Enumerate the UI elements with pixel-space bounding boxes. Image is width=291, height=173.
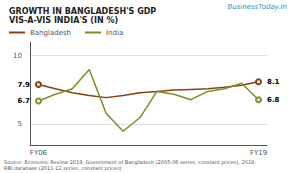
svg-text:FY19: FY19 xyxy=(250,149,267,157)
svg-text:6.8: 6.8 xyxy=(267,96,280,104)
svg-text:FY06: FY06 xyxy=(30,149,48,157)
svg-text:GROWTH IN BANGLADESH'S GDP: GROWTH IN BANGLADESH'S GDP xyxy=(9,7,156,16)
svg-text:6.7: 6.7 xyxy=(18,97,31,105)
svg-text:RBI database (2011-12 series,: RBI database (2011-12 series, constant p… xyxy=(4,165,122,172)
svg-text:VIS-A-VIS INDIA'S (IN %): VIS-A-VIS INDIA'S (IN %) xyxy=(9,16,118,25)
svg-text:BusinessToday.In: BusinessToday.In xyxy=(227,3,287,11)
svg-text:7.9: 7.9 xyxy=(18,81,31,89)
svg-text:10: 10 xyxy=(13,52,22,60)
svg-text:8.1: 8.1 xyxy=(267,78,280,86)
svg-text:India: India xyxy=(106,29,123,37)
svg-text:Source: Economic Review 2019,: Source: Economic Review 2019, Government… xyxy=(4,159,256,165)
svg-text:5: 5 xyxy=(18,120,22,128)
svg-text:Bangladesh: Bangladesh xyxy=(30,29,71,37)
